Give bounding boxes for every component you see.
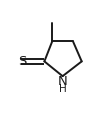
Text: S: S xyxy=(18,55,27,68)
Text: N: N xyxy=(58,75,68,88)
Text: H: H xyxy=(59,84,67,94)
